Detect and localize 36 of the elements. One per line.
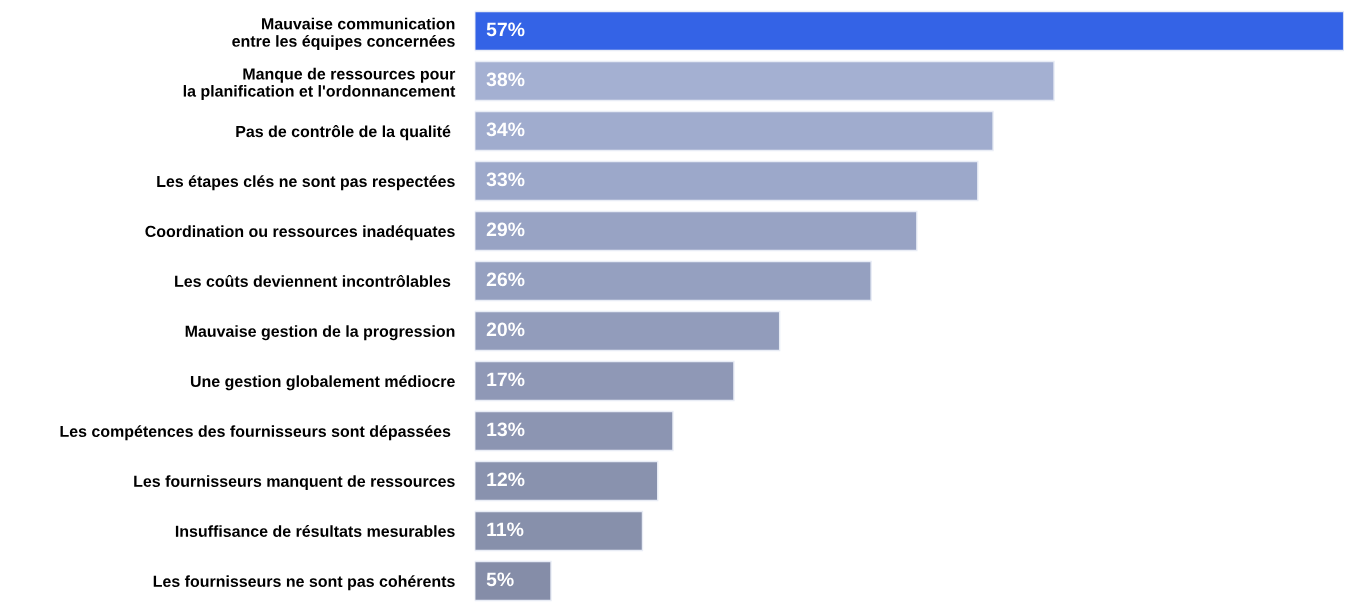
y-tick-label: Les coûts deviennent incontrôlables	[175, 274, 451, 287]
y-tick-label: Une gestion globalement médiocre	[190, 375, 455, 391]
data-label: 17%	[487, 372, 525, 387]
data-label: 20%	[486, 322, 525, 337]
y-tick-label: Insuffisance de résultats mesurables	[175, 525, 455, 537]
y-tick-label: Manque de ressources pour la planification et l'ordonnancement	[183, 67, 456, 100]
bar	[474, 60, 1055, 102]
bar	[474, 310, 781, 352]
bar	[474, 110, 994, 152]
bar	[474, 410, 674, 452]
bar	[474, 510, 644, 552]
bar	[474, 260, 872, 302]
bar	[474, 460, 659, 502]
bar	[474, 210, 918, 252]
y-tick-label: Pas de contrôle de la qualité	[236, 125, 451, 141]
data-label: 11%	[487, 522, 524, 537]
data-label: 38%	[486, 72, 525, 87]
y-tick-label: Les fournisseurs ne sont pas cohérents	[153, 575, 455, 591]
bar	[474, 10, 1344, 52]
y-tick-label: Mauvaise gestion de la progression	[185, 325, 455, 341]
bar	[474, 160, 979, 202]
data-label: 34%	[486, 122, 525, 137]
y-tick-label: Mauvaise communication entre les équipes concernées	[232, 17, 455, 51]
y-tick-label: Les compétences des fournisseurs sont dépassées	[60, 425, 451, 441]
data-label: 57%	[486, 22, 525, 37]
bar	[474, 560, 552, 602]
data-label: 29%	[486, 222, 525, 237]
data-label: 12%	[487, 472, 525, 487]
y-tick-label: Les étapes clés ne sont pas respectées	[157, 175, 455, 191]
y-tick-label: Les fournisseurs manquent de ressources	[134, 475, 455, 491]
data-label: 33%	[486, 172, 525, 187]
data-label: 13%	[487, 422, 525, 437]
y-tick-label: Coordination ou ressources inadéquates	[145, 225, 455, 241]
data-label: 5%	[486, 572, 514, 587]
bar	[474, 360, 735, 402]
data-label: 26%	[486, 272, 525, 287]
